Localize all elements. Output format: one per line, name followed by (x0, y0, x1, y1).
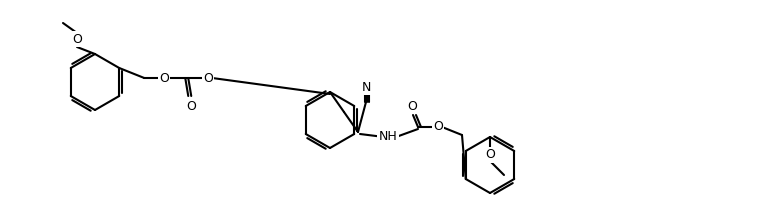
Text: O: O (203, 72, 213, 85)
Text: O: O (485, 148, 495, 162)
Text: NH: NH (379, 131, 397, 143)
Text: O: O (407, 99, 417, 112)
Text: O: O (159, 72, 169, 85)
Text: O: O (186, 99, 196, 112)
Text: O: O (72, 32, 82, 46)
Text: O: O (433, 121, 443, 133)
Text: N: N (361, 80, 370, 94)
